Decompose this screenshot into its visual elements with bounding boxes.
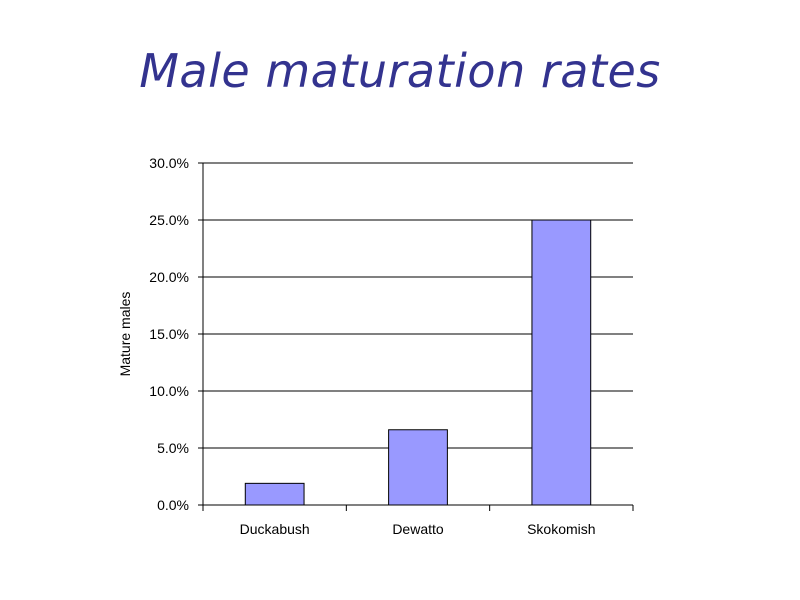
y-tick-label: 25.0% <box>149 212 189 228</box>
bars <box>244 219 592 506</box>
x-tick-label: Skokomish <box>527 521 595 537</box>
y-tick-label: 20.0% <box>149 269 189 285</box>
bar-skokomish <box>531 219 592 506</box>
y-tick-label: 30.0% <box>149 155 189 171</box>
x-tick-label: Duckabush <box>240 521 310 537</box>
axes <box>202 163 633 506</box>
y-tick-label: 0.0% <box>157 497 189 513</box>
bar-dewatto <box>388 429 448 506</box>
bar-duckabush <box>244 482 305 506</box>
slide-title: Male maturation rates <box>139 44 661 98</box>
y-tick-label: 15.0% <box>149 326 189 342</box>
x-tick-label: Dewatto <box>392 521 444 537</box>
y-tick-labels: 0.0% 5.0% 10.0% 15.0% 20.0% 25.0% 30.0% <box>149 155 189 513</box>
y-tick-label: 10.0% <box>149 383 189 399</box>
y-tick-label: 5.0% <box>157 440 189 456</box>
y-axis-title: Mature males <box>117 292 133 377</box>
x-tick-labels: Duckabush Dewatto Skokomish <box>240 521 596 537</box>
